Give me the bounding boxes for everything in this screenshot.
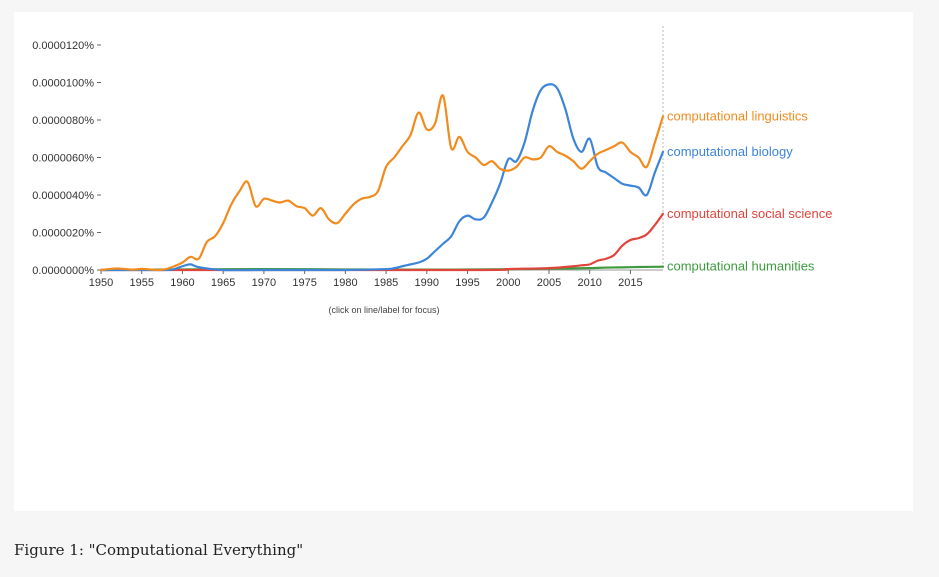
x-tick-label: 1950: [89, 277, 113, 289]
series-line-computational-social-science[interactable]: [99, 212, 665, 272]
y-tick-label: 0.0000100%: [32, 78, 94, 90]
series-line-computational-biology[interactable]: [99, 83, 665, 272]
y-tick-label: 0.0000000%: [32, 265, 94, 277]
y-tick-label: 0.0000060%: [32, 153, 94, 165]
series-label-computational-linguistics[interactable]: computational linguistics: [667, 108, 808, 123]
x-tick-label: 1975: [292, 277, 316, 289]
series-line-computational-linguistics[interactable]: [99, 94, 665, 272]
y-tick-label: 0.0000120%: [32, 40, 94, 52]
x-tick-label: 1990: [415, 277, 439, 289]
line-chart: 0.0000000% 0.0000020% 0.0000040% 0.0000060%…: [32, 26, 832, 315]
series-labels: computational linguistics computational b…: [667, 108, 832, 273]
x-tick-label: 2010: [577, 277, 601, 289]
x-axis: 1950 1955 1960 1965 1970 1975 1980 1985 1990 1995…: [89, 26, 664, 289]
series-label-computational-biology[interactable]: computational biology: [667, 144, 793, 159]
x-tick-label: 1970: [252, 277, 276, 289]
x-tick-label: 1980: [333, 277, 357, 289]
y-axis: 0.0000000% 0.0000020% 0.0000040% 0.0000060%…: [32, 40, 101, 277]
x-tick-label: 2000: [496, 277, 520, 289]
y-tick-label: 0.0000040%: [32, 190, 94, 202]
x-tick-label: 2015: [618, 277, 642, 289]
chart-panel: 0.0000000% 0.0000020% 0.0000040% 0.0000060%…: [14, 12, 913, 511]
series-label-computational-humanities[interactable]: computational humanities: [667, 259, 815, 274]
y-tick-label: 0.0000020%: [32, 228, 94, 240]
series-label-computational-social-science[interactable]: computational social science: [667, 206, 832, 221]
x-tick-label: 1965: [211, 277, 235, 289]
series-lines: [99, 83, 665, 272]
x-tick-label: 2005: [537, 277, 561, 289]
figure-caption: Figure 1: "Computational Everything": [14, 541, 304, 559]
x-tick-label: 1995: [455, 277, 479, 289]
y-tick-label: 0.0000080%: [32, 115, 94, 127]
x-tick-label: 1960: [170, 277, 194, 289]
focus-hint: (click on line/label for focus): [328, 305, 439, 315]
x-tick-label: 1955: [129, 277, 153, 289]
x-tick-label: 1985: [374, 277, 398, 289]
